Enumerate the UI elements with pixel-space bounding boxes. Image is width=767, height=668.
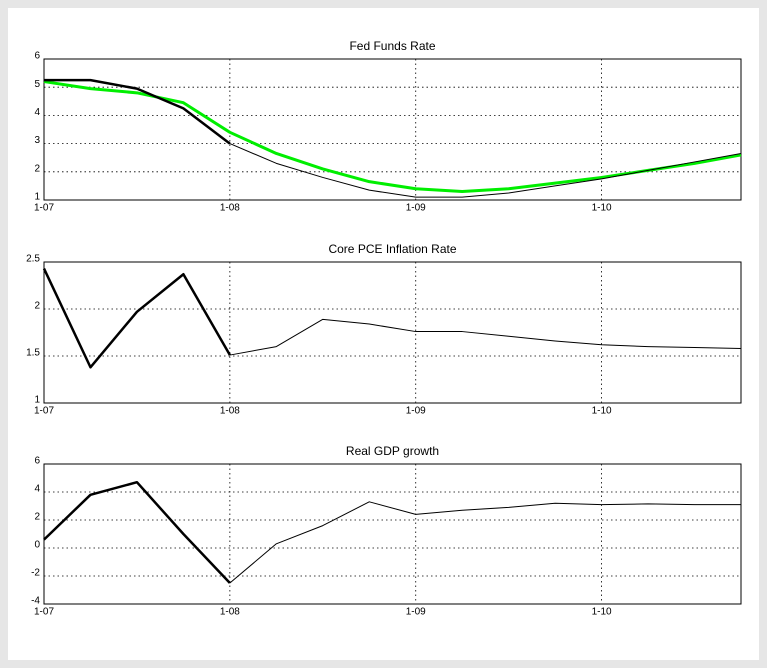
x-tick-label: 1-08 (220, 406, 240, 417)
chart-title: Fed Funds Rate (349, 39, 435, 53)
x-tick-label: 1-07 (34, 203, 54, 214)
y-tick-label: 2 (34, 163, 40, 174)
x-tick-label: 1-10 (592, 203, 612, 214)
series-line (229, 501, 741, 584)
panel (8, 8, 759, 660)
x-tick-label: 1-07 (34, 406, 54, 417)
y-tick-label: 4 (34, 107, 40, 118)
chart-title: Real GDP growth (346, 444, 439, 458)
series-line (44, 78, 231, 145)
y-tick-label: 2 (34, 512, 40, 523)
y-tick-label: 1 (34, 192, 40, 203)
x-tick-label: 1-08 (220, 203, 240, 214)
y-tick-label: 3 (34, 135, 40, 146)
y-tick-label: -4 (31, 596, 40, 607)
y-tick-label: 1 (34, 395, 40, 406)
y-tick-label: 5 (34, 79, 40, 90)
y-tick-label: 1.5 (26, 348, 40, 359)
x-tick-label: 1-09 (406, 203, 426, 214)
series-line (229, 318, 742, 356)
axes-frame (43, 463, 742, 605)
y-tick-label: 6 (34, 51, 40, 62)
axes-frame (43, 58, 742, 201)
y-tick-label: -2 (31, 568, 40, 579)
series-line (229, 143, 742, 198)
y-tick-label: 0 (34, 540, 40, 551)
series-line (42, 268, 231, 369)
x-tick-label: 1-09 (406, 607, 426, 618)
chart-title: Core PCE Inflation Rate (328, 242, 456, 256)
y-tick-label: 6 (34, 456, 40, 467)
x-tick-label: 1-09 (406, 406, 426, 417)
series-line (43, 480, 231, 584)
x-tick-label: 1-08 (220, 607, 240, 618)
axes-frame (43, 261, 742, 404)
x-tick-label: 1-10 (592, 406, 612, 417)
y-tick-label: 4 (34, 484, 40, 495)
y-tick-label: 2 (34, 301, 40, 312)
x-tick-label: 1-07 (34, 607, 54, 618)
y-tick-label: 2.5 (26, 254, 40, 265)
x-tick-label: 1-10 (592, 607, 612, 618)
